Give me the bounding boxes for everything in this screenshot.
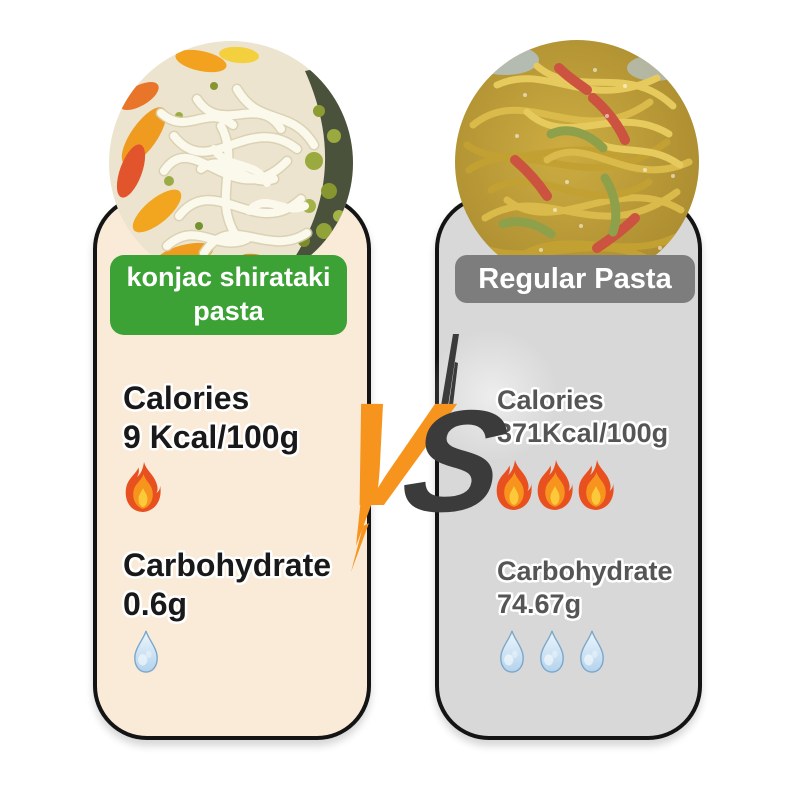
shirataki-drop-icons bbox=[132, 629, 160, 674]
calories-title: Calories bbox=[123, 380, 250, 416]
lightning-bolt-icon bbox=[356, 492, 376, 546]
shirataki-name-label: konjac shirataki pasta bbox=[110, 255, 347, 335]
carbs-value: 0.6g bbox=[123, 586, 188, 622]
regular-pasta-calories: Calories 371Kcal/100g bbox=[497, 384, 668, 450]
water-drop-icon bbox=[132, 629, 160, 674]
shirataki-carbs: Carbohydrate 0.6g bbox=[123, 546, 331, 624]
regular-pasta-carbs: Carbohydrate 74.67g bbox=[497, 555, 673, 621]
shirataki-photo bbox=[109, 41, 353, 285]
regular-pasta-photo bbox=[455, 40, 699, 284]
flame-icon bbox=[124, 462, 162, 512]
regular-pasta-name-label: Regular Pasta bbox=[455, 255, 695, 303]
shirataki-flame-icons bbox=[124, 462, 162, 512]
regular-pasta-drop-icons bbox=[498, 629, 606, 674]
water-drop-icon bbox=[538, 629, 566, 674]
flame-icon bbox=[577, 460, 615, 510]
carbs-value: 74.67g bbox=[497, 589, 582, 619]
water-drop-icon bbox=[578, 629, 606, 674]
regular-pasta-flame-icons bbox=[495, 460, 615, 510]
calories-value: 9 Kcal/100g bbox=[123, 419, 300, 455]
lightning-bolt-icon bbox=[351, 523, 369, 572]
calories-title: Calories bbox=[497, 385, 604, 415]
calories-value: 371Kcal/100g bbox=[497, 418, 669, 448]
carbs-title: Carbohydrate bbox=[497, 556, 673, 586]
carbs-title: Carbohydrate bbox=[123, 547, 332, 583]
water-drop-icon bbox=[498, 629, 526, 674]
flame-icon bbox=[536, 460, 574, 510]
speed-line-icon bbox=[449, 362, 458, 405]
shirataki-calories: Calories 9 Kcal/100g bbox=[123, 379, 299, 457]
vs-badge: V S bbox=[325, 296, 518, 592]
speed-line-icon bbox=[440, 334, 459, 413]
